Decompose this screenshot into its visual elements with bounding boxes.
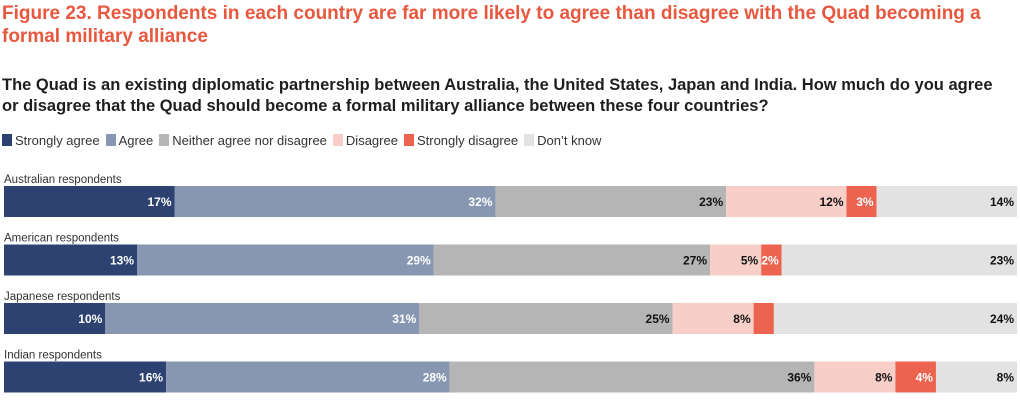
bar-segment-don-t-know-indian-respondents (935, 361, 1017, 393)
bar-segment-agree-japanese-respondents (105, 303, 420, 334)
legend-swatch (524, 134, 535, 146)
bar-segment-agree-indian-respondents (166, 361, 450, 393)
survey-question: The Quad is an existing diplomatic partn… (2, 76, 993, 115)
legend-item-strongly-disagree: Strongly disagree (403, 132, 519, 148)
bar-segment-disagree-australian-respondents (726, 186, 847, 217)
bar-segment-strongly-disagree-australian-respondents (846, 186, 877, 217)
data-label-strongly-disagree-indian-respondents: 4% (916, 371, 934, 385)
bar-segment-strongly-disagree-american-respondents (761, 244, 782, 276)
legend-item-disagree: Disagree (332, 132, 398, 148)
bar-segment-disagree-japanese-respondents (672, 303, 754, 334)
bar-segment-disagree-indian-respondents (814, 361, 896, 393)
legend-label: Strongly agree (15, 132, 100, 148)
bar-segment-don-t-know-japanese-respondents (773, 303, 1017, 334)
data-label-strongly-agree-australian-respondents: 17% (147, 195, 171, 209)
data-label-agree-japanese-respondents: 31% (392, 312, 416, 326)
data-label-strongly-agree-american-respondents: 13% (110, 254, 134, 268)
stacked-bar-chart: Australian respondents 17% 32% 23% 12% 3% 14% A… (4, 174, 1017, 393)
bar-segment-strongly-agree-japanese-respondents (4, 303, 106, 334)
legend-label: Don’t know (537, 132, 602, 148)
data-label-don-t-know-japanese-respondents: 24% (990, 312, 1014, 326)
data-label-neither-agree-nor-disagree-indian-respondents: 36% (787, 371, 811, 385)
data-label-disagree-australian-respondents: 12% (819, 195, 843, 209)
data-label-agree-australian-respondents: 32% (468, 195, 492, 209)
data-label-neither-agree-nor-disagree-american-respondents: 27% (683, 254, 707, 268)
data-label-agree-indian-respondents: 28% (423, 371, 447, 385)
data-label-don-t-know-indian-respondents: 8% (997, 371, 1015, 385)
data-label-agree-american-respondents: 29% (407, 254, 431, 268)
data-label-don-t-know-australian-respondents: 14% (990, 195, 1014, 209)
bar-segment-strongly-agree-american-respondents (4, 244, 138, 276)
legend-swatch (403, 134, 414, 146)
legend-item-neither-agree-nor-disagree: Neither agree nor disagree (159, 133, 327, 148)
data-label-disagree-american-respondents: 5% (741, 254, 759, 268)
data-label-strongly-disagree-australian-respondents: 3% (856, 195, 874, 209)
data-label-don-t-know-american-respondents: 23% (990, 254, 1014, 268)
data-label-strongly-agree-japanese-respondents: 10% (78, 312, 102, 326)
bar-segment-neither-agree-nor-disagree-indian-respondents (449, 361, 815, 393)
legend-item-don-t-know: Don’t know (524, 133, 601, 148)
bar-segment-disagree-american-respondents (710, 244, 762, 276)
legend: Strongly agree Agree Neither agree nor dis… (2, 131, 607, 149)
bar-segment-don-t-know-american-respondents (781, 244, 1017, 276)
row-label-american-respondents: American respondents (4, 233, 119, 245)
data-label-neither-agree-nor-disagree-australian-respondents: 23% (699, 195, 723, 209)
legend-label: Neither agree nor disagree (172, 132, 327, 148)
bar-segment-strongly-disagree-japanese-respondents (753, 303, 774, 334)
data-label-neither-agree-nor-disagree-japanese-respondents: 25% (646, 312, 670, 326)
legend-item-strongly-agree: Strongly agree (2, 133, 100, 148)
legend-label: Disagree (345, 132, 398, 148)
bar-segment-agree-australian-respondents (174, 186, 496, 217)
bar-segment-neither-agree-nor-disagree-american-respondents (433, 244, 711, 276)
chart-title: Figure 23. Respondents in each country a… (2, 3, 981, 47)
bar-segment-strongly-agree-australian-respondents (4, 186, 175, 217)
row-label-japanese-respondents: Japanese respondents (4, 291, 121, 303)
bar-segment-strongly-disagree-indian-respondents (895, 361, 936, 393)
legend-item-agree: Agree (105, 132, 154, 148)
row-label-australian-respondents: Australian respondents (4, 174, 122, 186)
bar-segment-strongly-agree-indian-respondents (4, 361, 167, 393)
legend-label: Strongly disagree (416, 132, 519, 148)
legend-swatch (159, 134, 170, 146)
bar-segment-neither-agree-nor-disagree-australian-respondents (495, 186, 727, 217)
data-label-disagree-japanese-respondents: 8% (733, 312, 751, 326)
legend-swatch (105, 134, 116, 146)
legend-label: Agree (118, 132, 154, 148)
data-label-strongly-disagree-american-respondents: 2% (761, 254, 779, 268)
bar-segment-don-t-know-australian-respondents (876, 186, 1017, 217)
legend-swatch (2, 134, 12, 146)
data-label-strongly-agree-indian-respondents: 16% (139, 371, 163, 385)
bar-segment-agree-american-respondents (137, 244, 434, 276)
bar-segment-neither-agree-nor-disagree-japanese-respondents (419, 303, 673, 334)
data-label-disagree-indian-respondents: 8% (875, 371, 893, 385)
legend-swatch (332, 134, 343, 146)
row-label-indian-respondents: Indian respondents (4, 350, 102, 362)
